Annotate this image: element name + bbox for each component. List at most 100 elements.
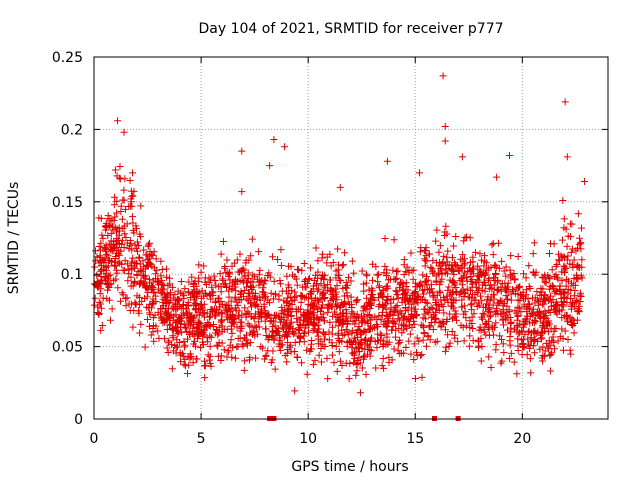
data-point [488,285,496,293]
data-point [275,295,283,303]
data-point [145,252,153,260]
data-point [178,328,186,336]
data-point [238,188,246,196]
data-point [426,289,434,297]
data-point [136,301,144,309]
data-point [458,281,466,289]
data-point [444,298,452,306]
data-point [403,263,411,271]
data-point [410,313,418,321]
data-point [210,272,218,280]
data-point [405,337,413,345]
data-point [260,300,268,308]
data-point [541,352,549,360]
data-point [140,246,148,254]
data-point [297,298,305,306]
data-point [444,286,452,294]
data-point [507,274,515,282]
data-point [129,219,137,227]
data-point [383,157,391,165]
data-point [309,326,317,334]
data-point [234,268,242,276]
data-point [328,323,336,331]
data-point [233,343,241,351]
data-point [162,299,170,307]
data-point [202,361,210,369]
data-point [163,293,171,301]
data-point [469,324,477,332]
data-point [480,257,488,265]
data-point [166,274,174,282]
data-point [506,333,514,341]
data-point [128,258,136,266]
data-point [539,357,547,365]
data-point [314,332,322,340]
data-point [331,308,339,316]
data-point [334,245,342,253]
data-point [412,287,420,295]
data-point [394,294,402,302]
data-point [314,321,322,329]
data-point [460,310,468,318]
data-point [352,317,360,325]
data-point [557,290,565,298]
data-point [537,314,545,322]
data-point [480,262,488,270]
data-point [135,253,143,261]
data-point [200,300,208,308]
data-point [504,283,512,291]
data-point [440,293,448,301]
data-point [142,262,150,270]
data-point [96,267,104,275]
data-point [416,169,424,177]
data-point [193,311,201,319]
data-point [314,274,322,282]
data-point [503,295,511,303]
data-point [355,322,363,330]
data-point [147,285,155,293]
data-point [448,254,456,262]
data-point [99,256,107,264]
data-point [398,298,406,306]
data-point [168,341,176,349]
data-point [507,296,515,304]
data-point [111,258,119,266]
data-point [578,263,586,271]
data-point [435,302,443,310]
data-point [149,283,157,291]
data-point [577,293,585,301]
data-point [499,340,507,348]
data-point [226,304,234,312]
data-point [127,273,135,281]
data-point [206,313,214,321]
data-point [577,224,585,232]
data-point [300,260,308,268]
data-point [418,351,426,359]
data-point [112,254,120,262]
data-point [399,314,407,322]
data-point [317,304,325,312]
data-point [418,373,426,381]
data-point [107,230,115,238]
data-point [427,263,435,271]
data-point [373,271,381,279]
data-point [369,287,377,295]
data-point [528,310,536,318]
data-point [542,314,550,322]
data-point [172,311,180,319]
data-point [185,278,193,286]
data-point [328,291,336,299]
data-point [211,329,219,337]
data-point [306,289,314,297]
data-point [91,263,99,271]
data-point [215,323,223,331]
data-point [234,335,242,343]
data-point [407,249,415,257]
data-point [475,301,483,309]
data-point [378,289,386,297]
data-point [300,330,308,338]
data-point [118,215,126,223]
data-point [137,277,145,285]
data-point [146,248,154,256]
data-point [502,316,510,324]
